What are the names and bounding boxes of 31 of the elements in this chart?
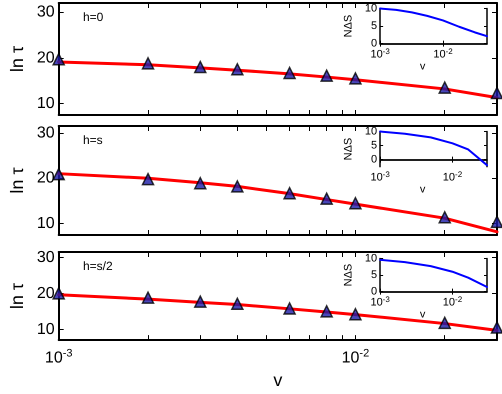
- y-tick-label: 5: [371, 140, 378, 152]
- x-axis-title: v: [420, 60, 426, 72]
- y-axis-title: NΔS: [342, 264, 354, 286]
- y-axis-title: ln τ: [7, 167, 27, 194]
- y-tick-label: 20: [36, 170, 55, 187]
- x-axis-title: v: [420, 184, 426, 196]
- annotation: h=0: [83, 10, 104, 24]
- y-axis-title: ln τ: [7, 46, 27, 72]
- y-axis-title: NΔS: [342, 138, 354, 160]
- y-tick-label: 10: [364, 252, 378, 264]
- y-tick-label: 10: [364, 2, 378, 14]
- y-tick-label: 10: [36, 95, 55, 112]
- y-tick-label: 0: [371, 38, 378, 50]
- y-tick-label: 5: [371, 20, 378, 32]
- y-axis-title: ln τ: [7, 282, 27, 310]
- x-axis-title: v: [273, 370, 282, 390]
- annotation: h=s: [83, 133, 103, 147]
- y-tick-label: 30: [36, 248, 55, 266]
- y-tick-label: 30: [36, 4, 55, 21]
- y-tick-label: 0: [371, 286, 378, 298]
- y-tick-label: 10: [36, 320, 55, 338]
- y-tick-label: 5: [371, 269, 378, 282]
- y-axis-title: NΔS: [342, 14, 354, 38]
- y-tick-label: 30: [36, 124, 55, 142]
- x-axis-title: v: [420, 308, 426, 320]
- y-tick-label: 20: [36, 49, 55, 66]
- y-tick-label: 0: [371, 154, 378, 166]
- y-tick-label: 20: [36, 284, 55, 302]
- annotation: h=s/2: [83, 259, 114, 273]
- y-tick-label: 10: [36, 215, 55, 232]
- y-tick-label: 10: [364, 126, 378, 138]
